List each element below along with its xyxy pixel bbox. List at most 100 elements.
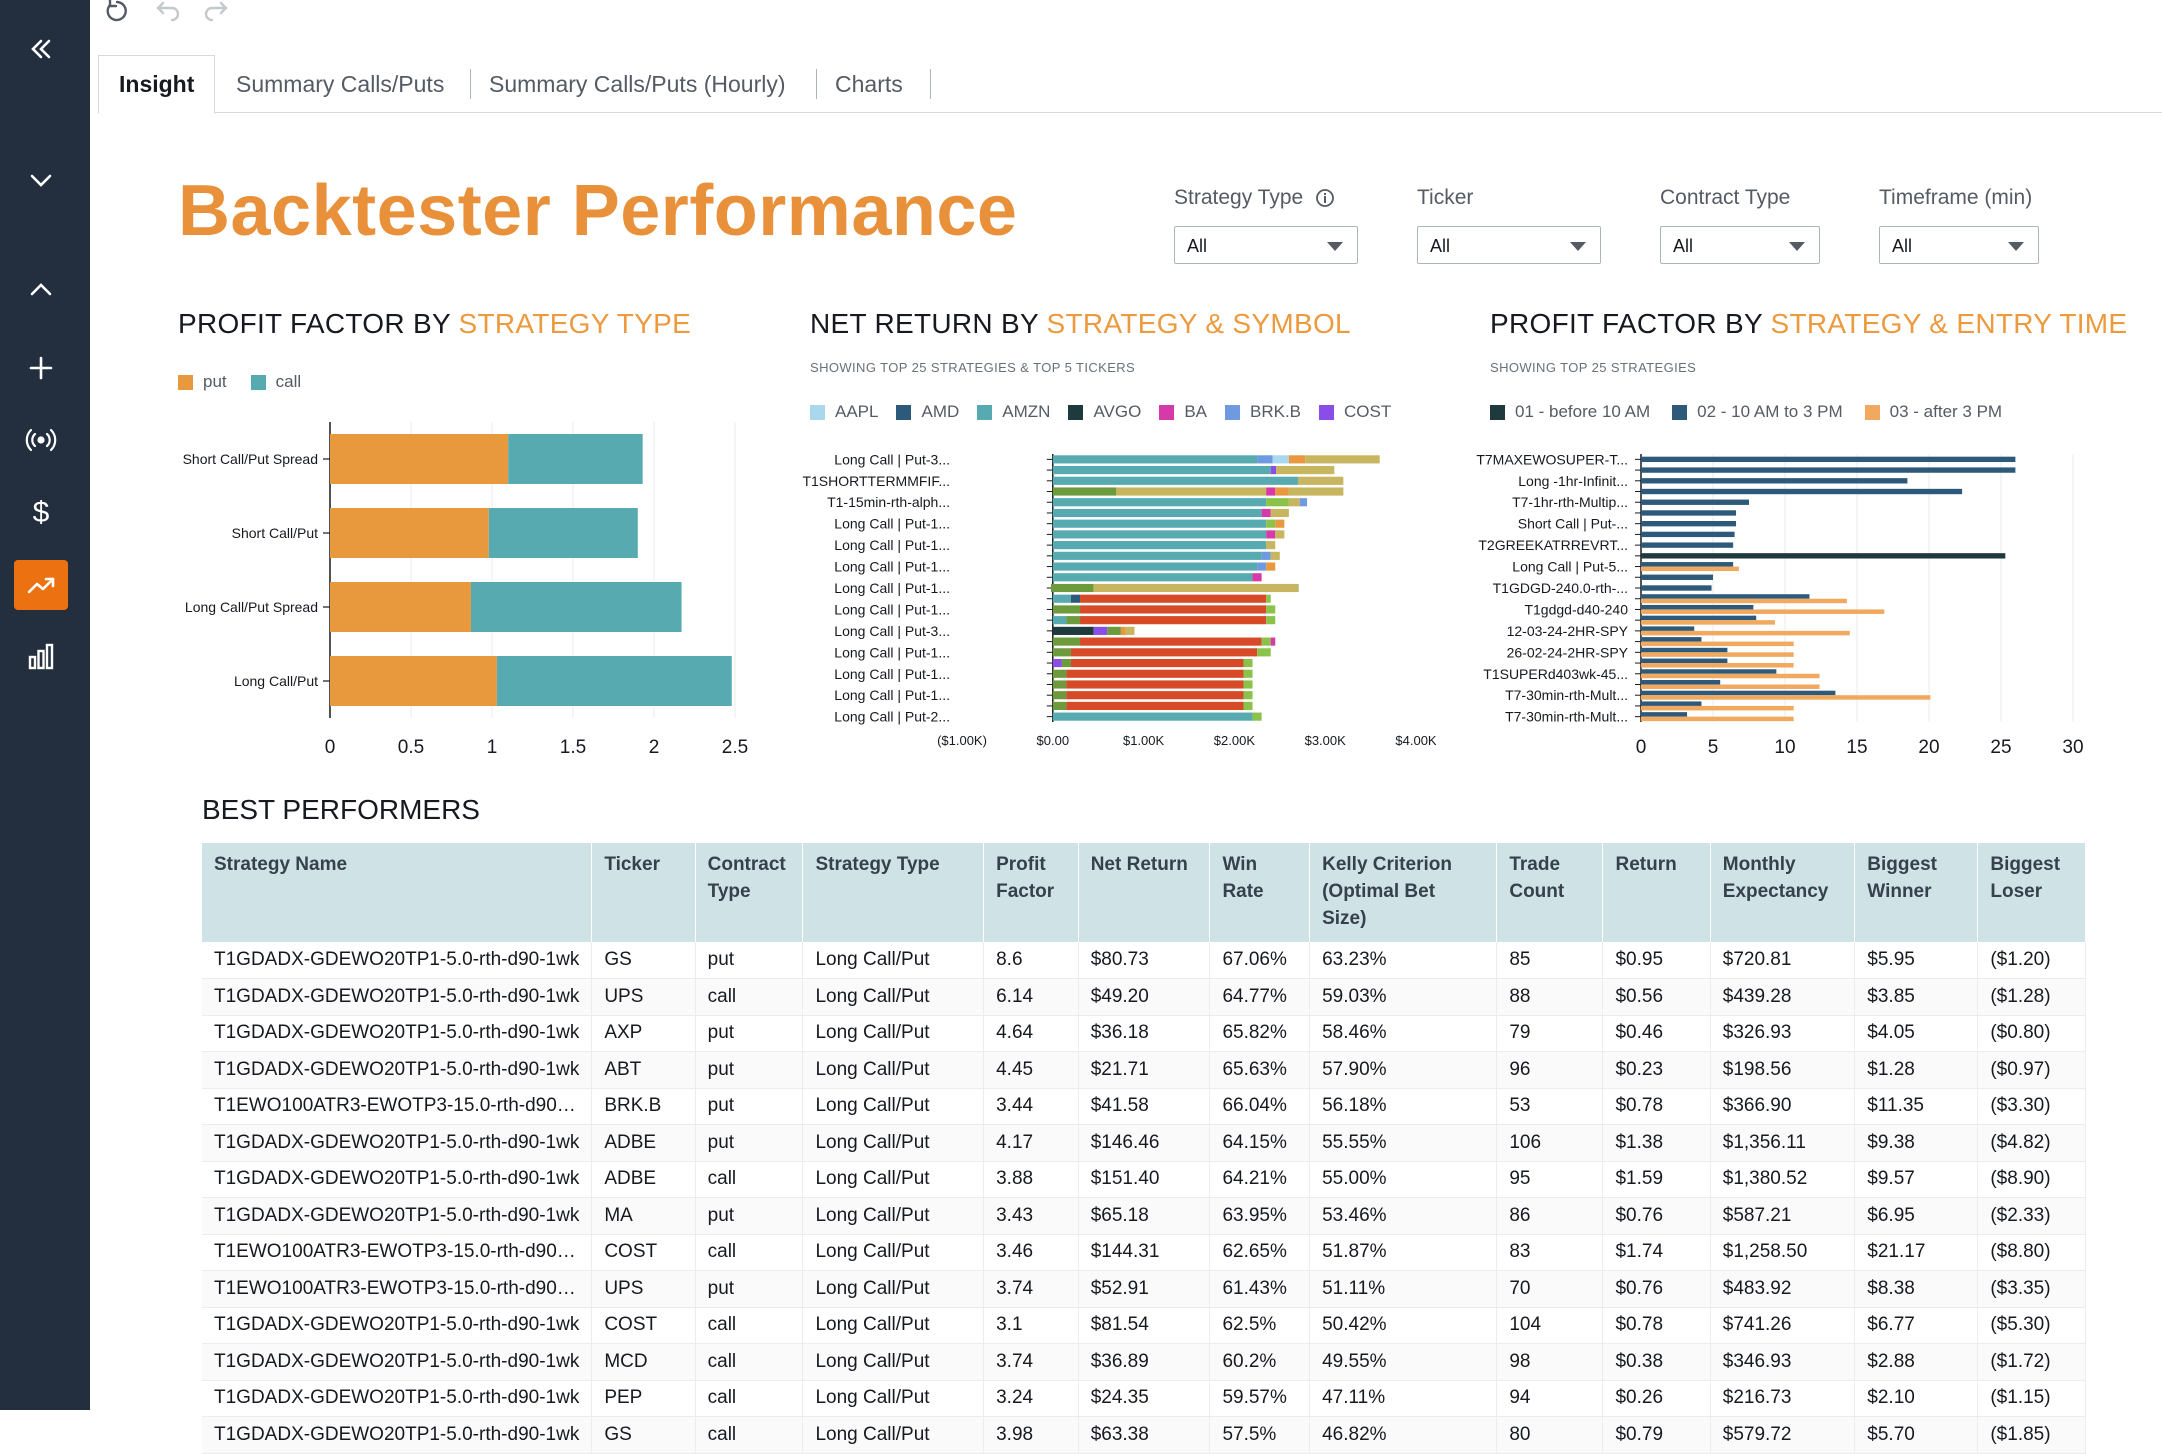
- column-header[interactable]: Profit Factor: [983, 843, 1079, 942]
- bar-segment: [1297, 476, 1344, 485]
- column-header[interactable]: Contract Type: [695, 843, 804, 942]
- contract-type-select[interactable]: All: [1660, 226, 1820, 264]
- legend-item[interactable]: 03 - after 3 PM: [1864, 402, 2002, 422]
- column-header[interactable]: Strategy Type: [802, 843, 985, 942]
- legend-entry-time: 01 - before 10 AM 02 - 10 AM to 3 PM 03 - …: [1490, 402, 2002, 422]
- title-highlight: STRATEGY & ENTRY TIME: [1770, 308, 2128, 339]
- legend-item[interactable]: BRK.B: [1225, 402, 1301, 422]
- bar-segment: [1052, 487, 1117, 496]
- table-row[interactable]: T1EWO100ATR3-EWOTP3-15.0-rth-d90… COST cal…: [202, 1234, 2086, 1271]
- legend-strategy-type: put call: [178, 372, 301, 392]
- table-cell: ($0.80): [1977, 1015, 2086, 1052]
- tab-summary-calls-puts-hourly[interactable]: Summary Calls/Puts (Hourly): [489, 70, 786, 97]
- bar-segment: [1641, 604, 1754, 610]
- legend-item[interactable]: AMD: [896, 402, 959, 422]
- column-header[interactable]: Return: [1602, 843, 1711, 942]
- legend-item-put[interactable]: put: [178, 372, 227, 392]
- info-icon[interactable]: [1315, 188, 1335, 208]
- plus-icon[interactable]: [14, 343, 68, 393]
- bar-chart-icon[interactable]: [14, 632, 68, 682]
- caret-down-icon: [1327, 242, 1343, 251]
- column-header[interactable]: Biggest Winner: [1854, 843, 1979, 942]
- table-cell: 96: [1496, 1051, 1604, 1089]
- legend-item[interactable]: 01 - before 10 AM: [1490, 402, 1650, 422]
- collapse-sidebar-icon[interactable]: [14, 24, 68, 74]
- table-cell: T1GDADX-GDEWO20TP1-5.0-rth-d90-1wk: [202, 1416, 593, 1454]
- undo-icon[interactable]: [152, 0, 182, 26]
- table-cell: 49.55%: [1309, 1343, 1498, 1381]
- table-row[interactable]: T1GDADX-GDEWO20TP1-5.0-rth-d90-1wk ADBE pu…: [202, 1124, 2086, 1162]
- table-row[interactable]: T1EWO100ATR3-EWOTP3-15.0-rth-d90… BRK.B pu…: [202, 1088, 2086, 1125]
- table-row[interactable]: T1GDADX-GDEWO20TP1-5.0-rth-d90-1wk ABT put…: [202, 1051, 2086, 1089]
- legend-swatch: [1068, 404, 1084, 420]
- legend-item[interactable]: BA: [1159, 402, 1207, 422]
- dollar-icon[interactable]: $: [14, 487, 68, 537]
- trending-up-icon[interactable]: [14, 560, 68, 610]
- tab-summary-calls-puts[interactable]: Summary Calls/Puts: [236, 70, 445, 97]
- table-cell: 79: [1496, 1015, 1604, 1052]
- legend-item[interactable]: AMZN: [977, 402, 1050, 422]
- bar-segment: [1641, 630, 1850, 636]
- tab-charts[interactable]: Charts: [835, 70, 903, 97]
- y-tick-label: T7-1hr-rth-Multip...: [1512, 494, 1628, 510]
- table-cell: $5.70: [1854, 1416, 1979, 1454]
- broadcast-icon[interactable]: [14, 415, 68, 465]
- bar-segment: [1052, 530, 1267, 539]
- bar-segment: [1272, 455, 1289, 464]
- table-cell: $3.85: [1854, 978, 1979, 1016]
- ticker-select[interactable]: All: [1417, 226, 1601, 264]
- legend-item[interactable]: 02 - 10 AM to 3 PM: [1672, 402, 1843, 422]
- table-row[interactable]: T1GDADX-GDEWO20TP1-5.0-rth-d90-1wk GS call…: [202, 1416, 2086, 1454]
- column-header[interactable]: Win Rate: [1209, 843, 1311, 942]
- table-cell: 61.43%: [1209, 1270, 1311, 1308]
- chevron-up-icon[interactable]: [14, 265, 68, 315]
- legend-swatch: [1159, 404, 1175, 420]
- bar-segment: [1243, 701, 1253, 710]
- table-row[interactable]: T1GDADX-GDEWO20TP1-5.0-rth-d90-1wk COST ca…: [202, 1307, 2086, 1344]
- table-cell: $80.73: [1078, 942, 1211, 979]
- table-cell: MA: [591, 1197, 696, 1235]
- column-header[interactable]: Biggest Loser: [1977, 843, 2086, 942]
- legend-item[interactable]: AAPL: [810, 402, 878, 422]
- chart-title-net-return: NET RETURN BY STRATEGY & SYMBOL: [810, 308, 1351, 340]
- column-header[interactable]: Kelly Criterion (Optimal Bet Size): [1309, 843, 1498, 942]
- table-cell: 63.95%: [1209, 1197, 1311, 1235]
- table-cell: 88: [1496, 978, 1604, 1016]
- timeframe-select[interactable]: All: [1879, 226, 2039, 264]
- table-cell: $21.71: [1078, 1051, 1211, 1089]
- legend-item[interactable]: COST: [1319, 402, 1391, 422]
- table-row[interactable]: T1GDADX-GDEWO20TP1-5.0-rth-d90-1wk PEP cal…: [202, 1380, 2086, 1417]
- table-cell: call: [695, 1161, 804, 1198]
- column-header[interactable]: Monthly Expectancy: [1710, 843, 1856, 942]
- table-row[interactable]: T1GDADX-GDEWO20TP1-5.0-rth-d90-1wk MCD cal…: [202, 1343, 2086, 1381]
- refresh-icon[interactable]: [102, 0, 132, 26]
- bar-segment: [1641, 488, 1963, 495]
- table-cell: $0.56: [1602, 978, 1711, 1016]
- table-cell: 53: [1496, 1088, 1604, 1125]
- table-row[interactable]: T1GDADX-GDEWO20TP1-5.0-rth-d90-1wk ADBE ca…: [202, 1161, 2086, 1198]
- table-row[interactable]: T1GDADX-GDEWO20TP1-5.0-rth-d90-1wk MA put L…: [202, 1197, 2086, 1235]
- table-row[interactable]: T1GDADX-GDEWO20TP1-5.0-rth-d90-1wk UPS cal…: [202, 978, 2086, 1016]
- bar-segment: [1052, 455, 1258, 464]
- legend-item[interactable]: AVGO: [1068, 402, 1141, 422]
- strategy-type-select[interactable]: All: [1174, 226, 1358, 264]
- bar-segment: [1243, 680, 1253, 689]
- column-header[interactable]: Ticker: [591, 843, 696, 942]
- legend-label: call: [275, 372, 302, 391]
- table-row[interactable]: T1GDADX-GDEWO20TP1-5.0-rth-d90-1wk AXP put…: [202, 1015, 2086, 1052]
- column-header[interactable]: Strategy Name: [202, 843, 593, 942]
- table-cell: T1GDADX-GDEWO20TP1-5.0-rth-d90-1wk: [202, 1161, 593, 1198]
- legend-item-call[interactable]: call: [250, 372, 302, 392]
- bar-segment: [1270, 466, 1277, 475]
- redo-icon[interactable]: [202, 0, 232, 26]
- chevron-down-icon[interactable]: [14, 155, 68, 205]
- bar-segment: [1052, 498, 1267, 507]
- tab-insight[interactable]: Insight: [98, 55, 216, 114]
- table-row[interactable]: T1GDADX-GDEWO20TP1-5.0-rth-d90-1wk GS put L…: [202, 942, 2086, 979]
- table-cell: PEP: [591, 1380, 696, 1417]
- column-header[interactable]: Net Return: [1078, 843, 1211, 942]
- table-row[interactable]: T1EWO100ATR3-EWOTP3-15.0-rth-d90… UPS put L…: [202, 1270, 2086, 1308]
- bar-segment: [1641, 690, 1836, 696]
- bar-segment: [1257, 455, 1273, 464]
- column-header[interactable]: Trade Count: [1496, 843, 1604, 942]
